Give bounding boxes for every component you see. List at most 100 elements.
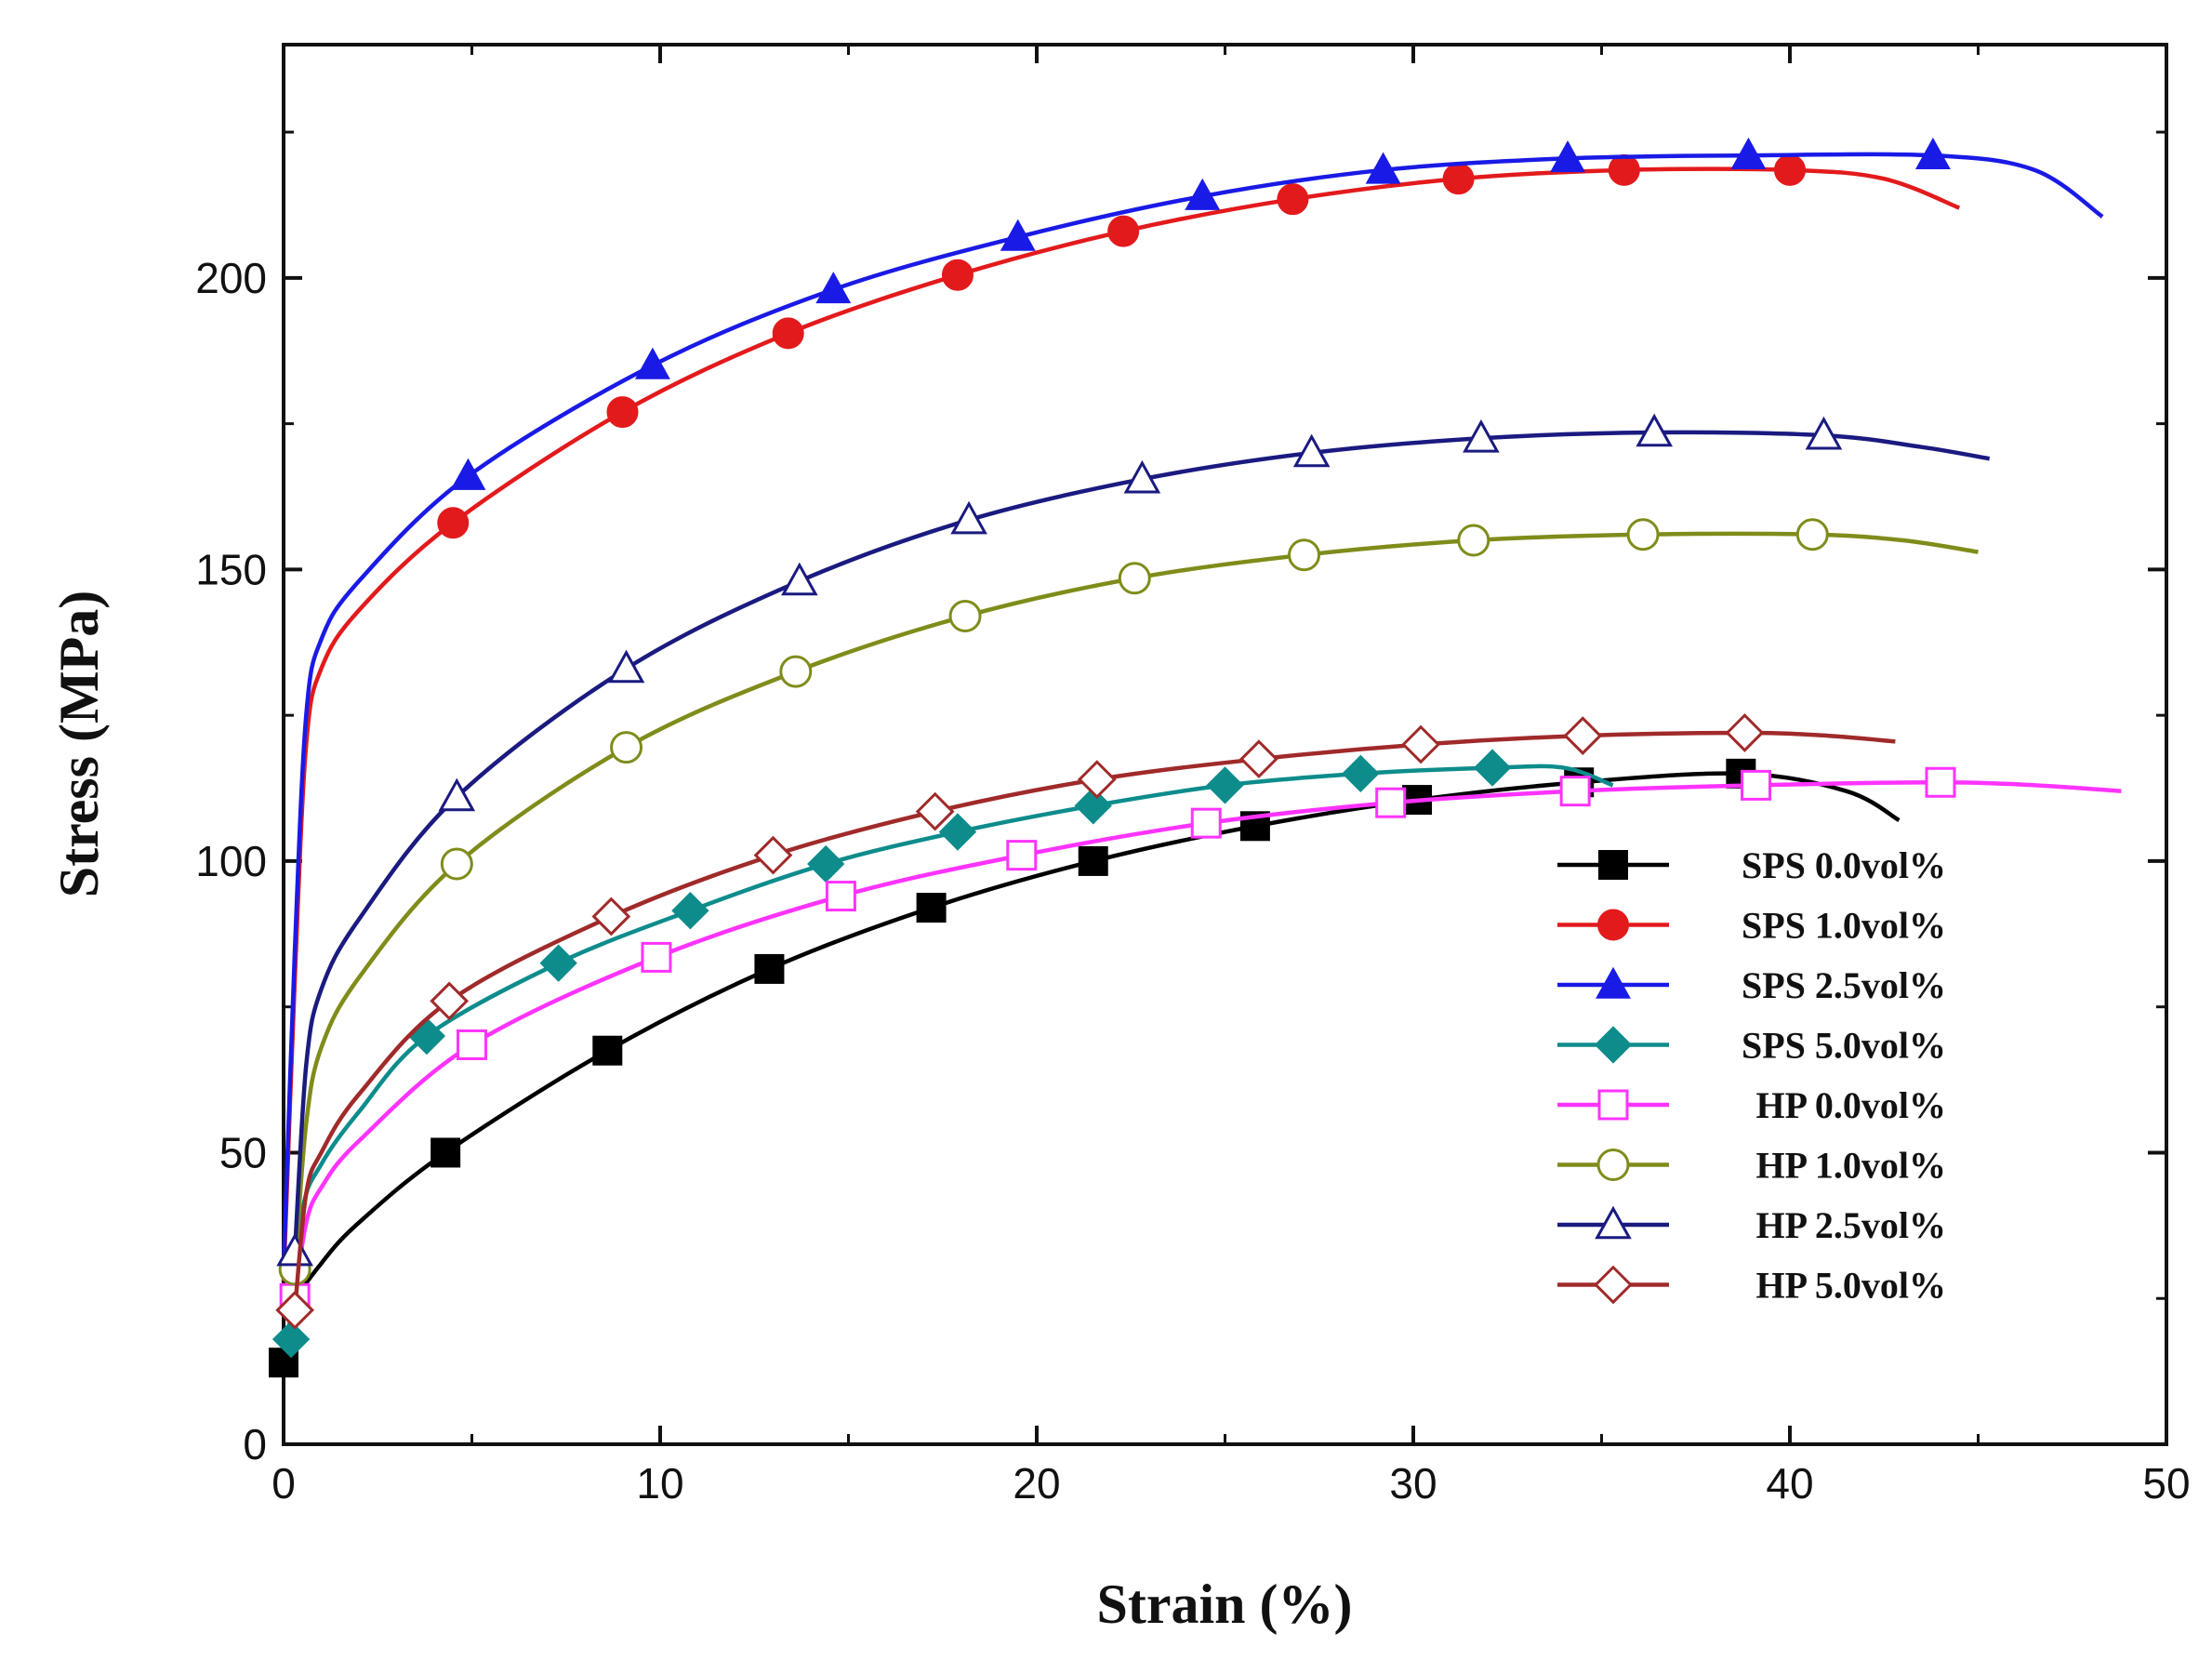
legend-item: SPS 0.0vol% [1557,844,1946,886]
legend-label: HP 1.0vol% [1756,1145,1946,1187]
data-point [1077,760,1117,799]
data-point [753,835,793,875]
data-point [1123,459,1161,494]
series-hp-5-0vol- [275,713,1896,1330]
data-point [938,813,977,851]
x-tick-label: 0 [272,1459,296,1507]
y-tick-label: 0 [243,1420,267,1468]
data-point [276,1232,313,1267]
data-point [1006,840,1038,871]
y-axis-title: Stress (MPa) [48,591,110,897]
data-point [1626,518,1660,551]
data-point [754,953,785,984]
legend-marker [1594,1265,1633,1305]
data-point [1292,433,1331,468]
data-point [1078,845,1108,876]
legend-label: HP 5.0vol% [1756,1265,1946,1307]
data-point [1375,787,1407,818]
data-point [1342,754,1380,793]
data-point [1725,713,1765,752]
legend-item: HP 2.5vol% [1557,1204,1946,1246]
data-point [1118,562,1151,595]
data-point [634,347,670,379]
series-sps-1-0vol- [281,153,1961,1282]
data-point [1277,183,1309,216]
series-line [281,771,1901,1363]
legend-marker [1598,850,1628,880]
data-point [438,777,476,812]
legend-marker [1597,909,1629,941]
x-tick-label: 40 [1766,1459,1813,1507]
data-point [1550,139,1585,173]
data-point [1563,716,1603,755]
legend: SPS 0.0vol% SPS 1.0vol% SPS 2.5vol% SPS 5.0… [1557,844,1946,1307]
series-hp-2-5vol- [276,413,1991,1267]
legend-label: HP 0.0vol% [1756,1084,1946,1126]
series-hp-0-0vol- [279,766,2122,1314]
data-point [1914,137,1951,169]
x-axis: 0 10 20 30 40 50 [272,45,2191,1507]
y-tick-label: 200 [195,254,267,302]
data-point [1473,749,1512,787]
data-point [437,507,470,539]
series-layer [269,137,2122,1378]
x-tick-label: 30 [1389,1459,1437,1507]
data-point [1805,416,1843,450]
data-point [1365,152,1401,184]
series-sps-5-0vol- [272,749,1614,1359]
data-point [1239,739,1278,779]
data-point [1190,807,1222,839]
data-point [457,1029,487,1060]
data-point [1608,153,1640,186]
data-point [275,1290,315,1330]
y-tick-label: 50 [219,1128,267,1176]
data-point [440,847,473,881]
x-tick-label: 50 [2142,1459,2190,1507]
data-point [1636,413,1673,447]
data-point [1795,518,1829,551]
series-line [281,166,1961,1282]
series-line [288,764,1614,1340]
data-point [807,844,845,883]
y-axis: 0 50 100 150 200 [195,130,2166,1468]
series-sps-2-5vol- [281,137,2104,1269]
data-point [1206,766,1244,804]
data-point [1000,219,1036,251]
data-point [1559,776,1591,807]
data-point [539,944,577,982]
legend-marker [1596,966,1631,999]
legend-item: HP 0.0vol% [1557,1084,1946,1126]
data-point [1730,137,1767,169]
legend-item: SPS 2.5vol% [1557,964,1946,1006]
data-point [671,892,709,930]
data-point [450,458,486,490]
data-point [779,655,813,688]
legend-marker [1597,1089,1629,1121]
legend-marker [1596,1149,1630,1181]
x-axis-title: Strain (%) [1097,1574,1353,1635]
data-point [781,562,818,596]
data-point [948,600,982,633]
legend-marker [1594,1026,1633,1064]
data-point [592,1035,623,1066]
legend-item: HP 1.0vol% [1557,1145,1946,1187]
data-point [1741,769,1772,801]
data-point [915,791,955,831]
legend-item: SPS 1.0vol% [1557,905,1946,947]
data-point [430,981,470,1021]
series-line [292,780,2122,1299]
data-point [1401,724,1440,764]
y-tick-label: 100 [195,837,267,885]
series-line [292,531,1979,1270]
data-point [1442,163,1475,195]
data-point [1107,215,1140,247]
data-point [1074,787,1112,825]
data-point [815,272,852,304]
data-point [607,649,645,684]
data-point [772,317,804,350]
legend-label: SPS 1.0vol% [1742,905,1946,947]
data-point [1457,524,1490,557]
series-line [292,730,1896,1310]
series-hp-1-0vol- [278,518,1979,1286]
